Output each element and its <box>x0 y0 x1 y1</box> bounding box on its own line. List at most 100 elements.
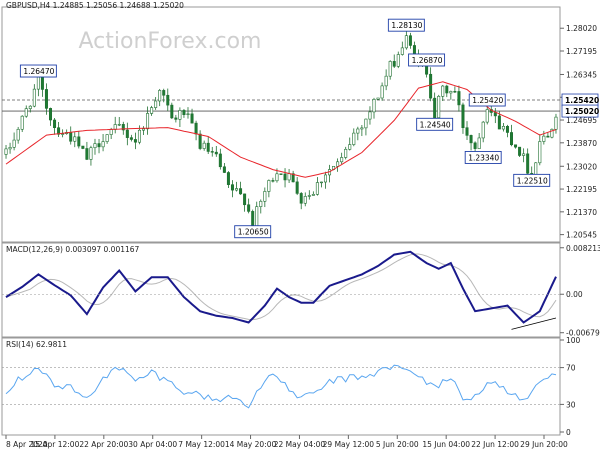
candle-up <box>441 85 445 97</box>
candle-down <box>49 108 53 121</box>
candle-up <box>344 148 348 158</box>
rsi-line <box>5 364 557 409</box>
candle-up <box>142 128 146 131</box>
candle-up <box>267 180 271 192</box>
candle-up <box>376 97 380 100</box>
candle-down <box>44 89 48 109</box>
candle-up <box>311 194 315 196</box>
candle-down <box>69 132 73 142</box>
candle-up <box>32 88 36 107</box>
y-tick-label: 1.23020 <box>566 162 597 171</box>
candle-down <box>408 35 412 46</box>
candle-down <box>251 211 255 229</box>
candle-up <box>356 128 360 134</box>
macd-line <box>5 250 557 324</box>
candle-down <box>279 173 283 175</box>
candle-down <box>129 137 133 140</box>
candle-up <box>340 157 344 163</box>
x-tick-label: 5 Jun 20:00 <box>376 440 419 449</box>
candle-up <box>109 129 113 135</box>
x-tick-label: 29 May 12:00 <box>323 440 375 449</box>
annotation-label: 1.25420 <box>472 96 503 105</box>
x-tick-label: 14 May 20:00 <box>225 440 277 449</box>
candle-down <box>243 193 247 206</box>
annotation-box <box>19 64 57 78</box>
y-tick-label: 0.00 <box>566 290 583 299</box>
candle-down <box>291 173 295 183</box>
x-tick-label: 22 Jun 12:00 <box>471 440 519 449</box>
candle-down <box>445 85 449 94</box>
candle-down <box>125 129 129 138</box>
y-tick-label: 0 <box>566 428 571 437</box>
candle-down <box>295 181 299 194</box>
candle-up <box>137 129 141 143</box>
candle-down <box>247 204 251 212</box>
y-tick-label: 100 <box>566 336 581 345</box>
candle-down <box>392 61 396 67</box>
rsi-panel-frame <box>1 336 561 436</box>
y-tick-label: 70 <box>566 364 576 373</box>
candle-down <box>198 133 202 149</box>
y-tick-label: 1.24695 <box>566 116 597 125</box>
candle-up <box>388 61 392 77</box>
candle-up <box>554 116 558 130</box>
candle-down <box>457 91 461 106</box>
candle-down <box>121 124 125 131</box>
candle-down <box>170 104 174 119</box>
candle-down <box>299 193 303 204</box>
candle-up <box>8 147 12 150</box>
candle-down <box>40 75 44 90</box>
rsi-title: RSI(14) 62.9811 <box>6 340 67 349</box>
annotation-label: 1.28130 <box>391 21 422 30</box>
candle-up <box>73 136 77 142</box>
candle-down <box>461 104 465 128</box>
x-tick-label: 8 Apr 2020 <box>6 440 48 449</box>
candle-up <box>400 47 404 55</box>
candle-up <box>12 139 16 148</box>
candle-down <box>271 180 275 182</box>
candle-up <box>24 108 28 117</box>
candle-up <box>235 188 239 191</box>
macd-title: MACD(12,26,9) 0.003097 0.001167 <box>6 245 140 254</box>
candle-down <box>514 144 518 148</box>
candle-down <box>505 126 509 133</box>
annotation-label: 1.23340 <box>468 153 499 162</box>
y-tick-label: 1.26345 <box>566 70 597 79</box>
candle-up <box>36 75 40 90</box>
candle-down <box>473 142 477 149</box>
macd-trendline <box>511 317 557 330</box>
candle-up <box>255 206 259 229</box>
candle-down <box>214 151 218 155</box>
candle-up <box>368 111 372 120</box>
candles <box>4 30 558 232</box>
x-tick-label: 22 Apr 20:00 <box>79 440 128 449</box>
candle-up <box>287 173 291 181</box>
candle-up <box>481 121 485 139</box>
candle-up <box>146 113 150 130</box>
candle-up <box>323 174 327 183</box>
level-label-box <box>561 104 599 118</box>
watermark: ActionForex.com <box>79 29 262 54</box>
candle-down <box>230 184 234 191</box>
candle-up <box>178 110 182 120</box>
annotation-box <box>468 93 506 107</box>
candle-down <box>77 136 81 147</box>
y-tick-label: 1.21370 <box>566 208 597 217</box>
candle-down <box>429 73 433 99</box>
candle-up <box>105 134 109 142</box>
candle-up <box>150 107 154 114</box>
candle-up <box>477 137 481 149</box>
candle-up <box>20 115 24 130</box>
candle-down <box>518 146 522 156</box>
x-tick-label: 7 May 12:00 <box>178 440 225 449</box>
candle-down <box>526 153 530 174</box>
candle-up <box>404 35 408 49</box>
price-title: GBPUSD,H4 1.24885 1.25056 1.24688 1.2502… <box>6 1 184 10</box>
x-tick-label: 29 Jun 20:00 <box>520 440 568 449</box>
annotation-box <box>408 53 446 67</box>
candle-down <box>162 90 166 96</box>
candle-down <box>97 143 101 148</box>
candle-down <box>85 148 89 160</box>
